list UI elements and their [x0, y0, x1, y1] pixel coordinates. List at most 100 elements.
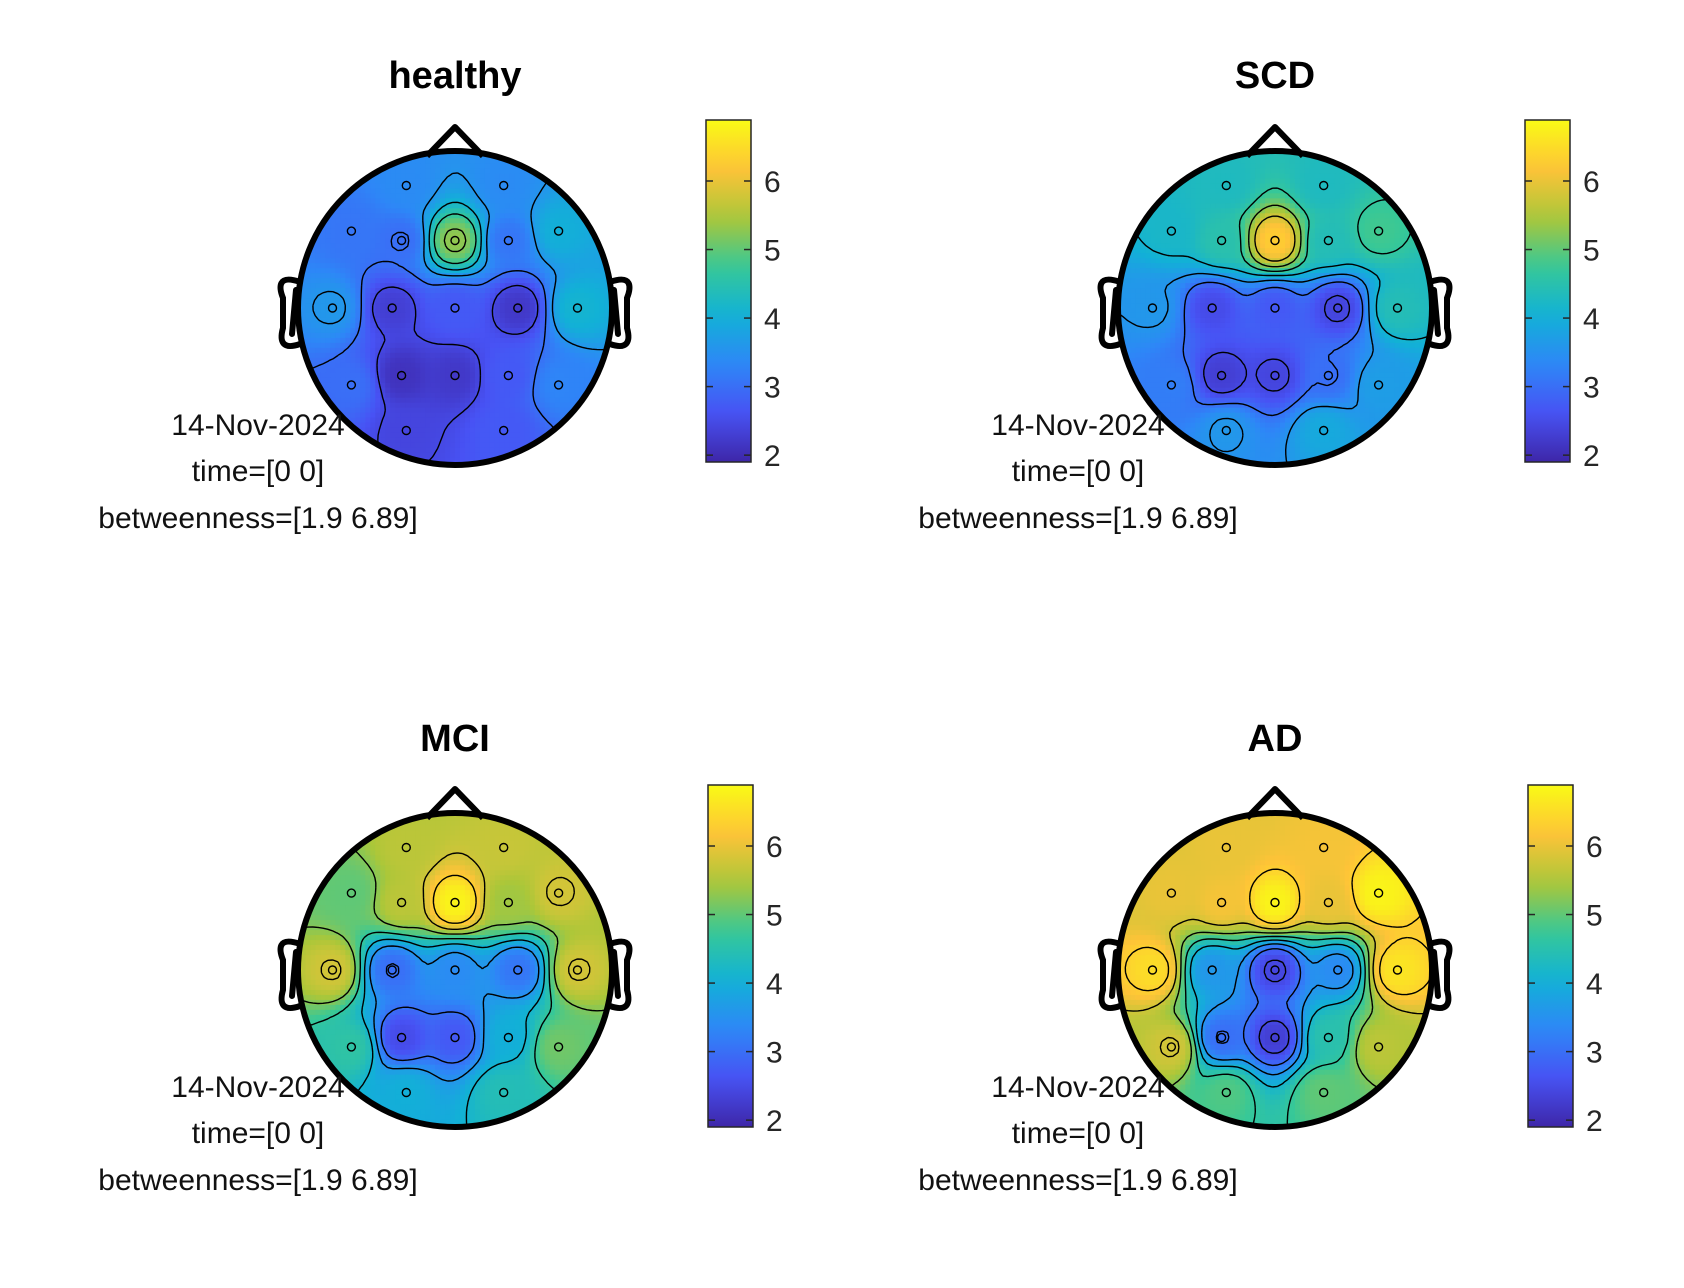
- topo-cell: [549, 407, 556, 414]
- topo-cell: [335, 322, 341, 329]
- topo-cell: [350, 317, 356, 324]
- topo-cell: [305, 322, 312, 329]
- topo-cell: [464, 193, 471, 199]
- topo-cell: [519, 412, 526, 419]
- topo-cell: [459, 183, 466, 189]
- topo-cell: [405, 223, 411, 229]
- topo-cell: [325, 387, 331, 394]
- topo-cell: [589, 372, 596, 379]
- topo-cell: [340, 203, 346, 209]
- topo-cell: [385, 308, 391, 314]
- topo-cell: [1145, 238, 1151, 244]
- topo-cell: [415, 233, 421, 239]
- topo-cell: [1324, 243, 1331, 249]
- topo-cell: [1240, 173, 1246, 180]
- topo-cell: [479, 367, 486, 374]
- topo-cell: [494, 432, 501, 439]
- topo-cell: [509, 263, 516, 269]
- topo-cell: [504, 238, 511, 244]
- topo-cell: [385, 298, 391, 304]
- topo-cell: [549, 367, 556, 374]
- topo-cell: [1260, 253, 1266, 259]
- topo-cell: [499, 188, 506, 194]
- topo-cell: [1175, 298, 1181, 304]
- topo-cell: [425, 178, 431, 184]
- topo-cell: [474, 362, 481, 369]
- topo-cell: [1399, 223, 1406, 229]
- topo-cell: [340, 243, 346, 249]
- topo-cell: [435, 218, 441, 224]
- topo-cell: [554, 308, 561, 314]
- topo-cell: [365, 293, 371, 299]
- topo-cell: [435, 312, 441, 319]
- topo-cell: [1374, 268, 1381, 274]
- topo-cell: [469, 317, 476, 324]
- electrode-marker: [346, 226, 357, 236]
- topo-cell: [1165, 273, 1171, 279]
- topo-cell: [1260, 248, 1266, 254]
- topo-cell: [375, 342, 381, 349]
- topo-cell: [1384, 218, 1391, 224]
- topo-cell: [524, 397, 531, 404]
- topo-cell: [375, 357, 381, 364]
- topo-cell: [584, 278, 591, 284]
- topo-cell: [1190, 228, 1196, 234]
- electrode-marker: [499, 425, 509, 436]
- topo-cell: [1279, 228, 1286, 234]
- topo-cell: [1404, 243, 1411, 249]
- topo-cell: [385, 432, 391, 439]
- topo-cell: [1240, 208, 1246, 214]
- topo-cell: [390, 397, 396, 404]
- topo-cell: [435, 397, 441, 404]
- topo-cell: [1185, 248, 1191, 254]
- topo-cell: [1145, 288, 1151, 294]
- topo-cell: [1359, 253, 1366, 259]
- topo-cell: [1270, 233, 1276, 239]
- topo-cell: [494, 183, 501, 189]
- topo-cell: [425, 332, 431, 339]
- topo-cell: [440, 422, 446, 429]
- topo-cell: [589, 347, 596, 354]
- topo-cell: [450, 278, 456, 284]
- topo-cell: [455, 347, 461, 354]
- topo-cell: [579, 243, 586, 249]
- topo-cell: [554, 293, 561, 299]
- topo-cell: [355, 273, 361, 279]
- topo-cell: [1314, 223, 1321, 229]
- topo-cell: [325, 367, 331, 374]
- topo-cell: [425, 372, 431, 379]
- topo-cell: [559, 312, 566, 319]
- topo-cell: [1175, 198, 1181, 204]
- topo-cell: [455, 372, 461, 379]
- topo-cell: [544, 183, 551, 189]
- topo-cell: [1215, 183, 1221, 189]
- topo-cell: [464, 278, 471, 284]
- topo-cell: [489, 213, 496, 219]
- topo-cell: [1314, 188, 1321, 194]
- topo-cell: [1190, 218, 1196, 224]
- topo-cell: [350, 412, 356, 419]
- topo-cell: [519, 377, 526, 384]
- topo-cell: [479, 253, 486, 259]
- topo-cell: [1294, 223, 1301, 229]
- topo-cell: [390, 228, 396, 234]
- topo-cell: [1270, 203, 1276, 209]
- topo-cell: [509, 382, 516, 389]
- topo-cell: [415, 213, 421, 219]
- topo-cell: [1200, 238, 1206, 244]
- topo-cell: [469, 268, 476, 274]
- topo-cell: [455, 278, 461, 284]
- topo-cell: [1394, 233, 1401, 239]
- topo-cell: [375, 248, 381, 254]
- topo-cell: [365, 218, 371, 224]
- topo-cell: [1369, 188, 1376, 194]
- topo-cell: [1314, 243, 1321, 249]
- topo-cell: [559, 357, 566, 364]
- topo-cell: [1319, 223, 1326, 229]
- topo-cell: [1344, 258, 1351, 264]
- topo-cell: [489, 427, 496, 434]
- topo-cell: [489, 183, 496, 189]
- topo-cell: [1185, 288, 1191, 294]
- topo-cell: [514, 238, 521, 244]
- topo-cell: [594, 342, 601, 349]
